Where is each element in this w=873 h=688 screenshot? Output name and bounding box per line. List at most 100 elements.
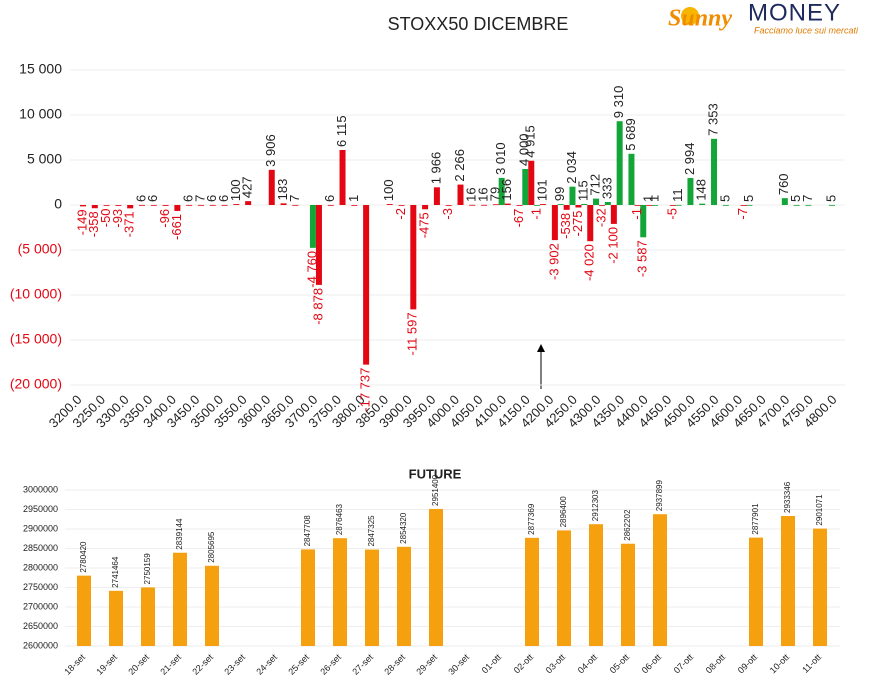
data-label: 1 966 [428,152,443,185]
bar [481,204,488,206]
bar [138,204,145,206]
x-tick-label: 29-set [414,652,439,677]
data-label: -3 902 [546,243,561,280]
data-label: 3 906 [263,134,278,167]
data-label: 16 [464,187,479,201]
data-label: 2854320 [399,512,408,544]
data-label: -4 760 [304,251,319,288]
data-label: 1 [641,195,656,202]
data-label: 4 915 [523,125,538,158]
bar [492,204,499,206]
y-tick-label: 5 000 [27,151,62,167]
bar [422,205,429,210]
bar [186,204,193,206]
data-label: 101 [535,179,550,201]
data-label: 5 [717,195,732,202]
y-tick-label: 3000000 [23,484,58,494]
data-label: 2750159 [143,553,152,585]
data-label: 2901071 [815,494,824,526]
data-label: -93 [110,209,125,228]
bar [233,204,240,205]
data-label: -371 [122,211,137,237]
bar [610,205,617,224]
data-label: -358 [86,211,101,237]
bar [581,203,588,205]
data-label: 2933346 [783,481,792,513]
bar [616,121,623,205]
data-label: 100 [228,179,243,201]
data-label: 5 [823,195,838,202]
y-tick-label: 2750000 [23,582,58,592]
x-tick-label: 24-set [254,652,279,677]
data-label: -96 [157,209,172,228]
x-tick-label: 21-set [158,652,183,677]
data-label: 427 [240,176,255,198]
x-tick-label: 02-ott [512,652,536,676]
data-label: 9 310 [611,86,626,119]
y-tick-label: (10 000) [10,286,62,302]
bar [80,205,86,207]
data-label: 156 [499,179,514,201]
x-tick-label: 20-set [126,652,151,677]
y-tick-label: 2800000 [23,562,58,572]
data-label: 115 [576,180,591,201]
bar [687,178,694,205]
data-label: -2 100 [605,227,620,264]
logo-brand-b: MONEY [748,0,841,26]
bar [162,205,169,206]
bar [174,205,181,211]
x-tick-label: 03-ott [544,652,568,676]
bar [569,186,576,205]
bar [429,508,443,646]
data-label: 2951400 [431,474,440,506]
logo: Sunny MONEY Facciamo luce sui mercati [668,0,859,35]
bar [669,205,676,206]
bar [646,204,653,206]
bar [127,205,134,209]
data-label: 2 266 [452,149,467,182]
bar [634,205,641,206]
x-tick-label: 07-ott [672,652,696,676]
bar [504,203,511,205]
y-tick-label: 0 [54,196,62,212]
bar [604,202,611,205]
y-tick-label: 2650000 [23,621,58,631]
bar [221,204,228,206]
bar [587,205,594,242]
bar [805,204,812,206]
x-tick-label: 28-set [382,652,407,677]
data-label: 3 010 [493,142,508,175]
data-label: 99 [552,187,567,201]
bar [205,565,219,646]
bar [386,204,393,205]
x-tick-label: 18-set [62,652,87,677]
data-label: 2741464 [111,556,120,588]
bar [109,590,123,646]
bar [516,205,523,206]
bar [525,537,539,646]
data-label: 183 [275,179,290,201]
data-label: 2912303 [591,490,600,522]
bar [563,205,570,210]
data-label: 6 [216,195,231,202]
bar [301,549,315,646]
data-label: -17 737 [358,368,373,412]
bar [540,204,547,205]
data-label: 7 [192,195,207,202]
data-label: 16 [476,187,491,201]
data-label: 100 [381,179,396,201]
bar [141,587,155,646]
bar [410,205,417,310]
annotation-arrow [537,344,545,389]
bar [327,204,334,206]
x-tick-label: 04-ott [576,652,600,676]
bar [640,205,647,238]
bar [445,205,452,206]
data-label: 2877369 [527,503,536,535]
y-tick-label: (20 000) [10,376,62,392]
bar [398,205,405,206]
data-label: -1 [629,208,644,220]
bar [781,515,795,646]
data-label: -7 [735,208,750,220]
